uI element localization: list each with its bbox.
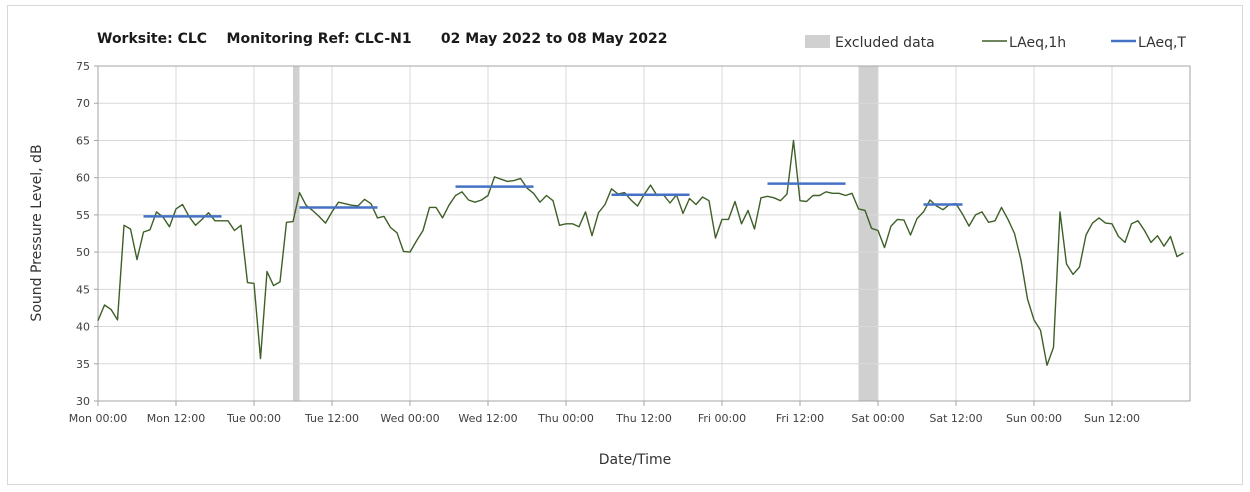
x-tick-label-3: Tue 12:00 [304,412,359,425]
y-tick-label-50: 50 [76,246,90,259]
legend-label-laeq-t: LAeq,T [1138,35,1186,51]
y-tick-label-55: 55 [76,209,90,222]
y-tick-label-75: 75 [76,60,90,73]
x-tick-label-12: Sun 00:00 [1006,412,1062,425]
tick-labels: 30 35 40 45 50 55 60 65 70 75 Mon 00:00 Mon 12:00 Tu… [69,60,1140,425]
x-tick-label-1: Mon 12:00 [147,412,205,425]
legend: Excluded data LAeq,1h LAeq,T [805,35,1186,51]
x-tick-label-4: Wed 00:00 [380,412,439,425]
chart-frame [7,5,1243,485]
chart-title: Worksite: CLC Monitoring Ref: CLC-N1 02 … [97,31,667,47]
x-tick-label-8: Fri 00:00 [698,412,746,425]
series-laeq-1h-line [97,139,1184,366]
y-tick-label-30: 30 [76,395,90,408]
x-axis-label: Date/Time [599,452,671,468]
y-tick-label-45: 45 [76,283,90,296]
y-tick-label-60: 60 [76,172,90,185]
y-tick-label-65: 65 [76,134,90,147]
y-tick-label-35: 35 [76,358,90,371]
excluded-region-1 [858,66,878,401]
y-tick-label-40: 40 [76,321,90,334]
x-tick-label-13: Sun 12:00 [1084,412,1140,425]
x-tick-label-6: Thu 00:00 [537,412,594,425]
legend-swatch-excluded [805,35,830,48]
x-tick-label-11: Sat 12:00 [929,412,982,425]
excluded-region-0 [293,66,300,401]
x-tick-label-7: Thu 12:00 [615,412,672,425]
y-tick-label-70: 70 [76,97,90,110]
excluded-regions [293,66,878,401]
legend-label-laeq-1h: LAeq,1h [1009,35,1066,51]
x-tick-label-5: Wed 12:00 [458,412,517,425]
gridlines [97,65,1190,402]
x-tick-label-0: Mon 00:00 [69,412,127,425]
x-tick-label-9: Fri 12:00 [776,412,824,425]
x-tick-label-10: Sat 00:00 [851,412,904,425]
series [97,139,1184,366]
legend-label-excluded: Excluded data [835,35,935,51]
axes [94,65,1191,406]
x-tick-label-2: Tue 00:00 [226,412,281,425]
y-axis-label: Sound Pressure Level, dB [29,144,45,321]
